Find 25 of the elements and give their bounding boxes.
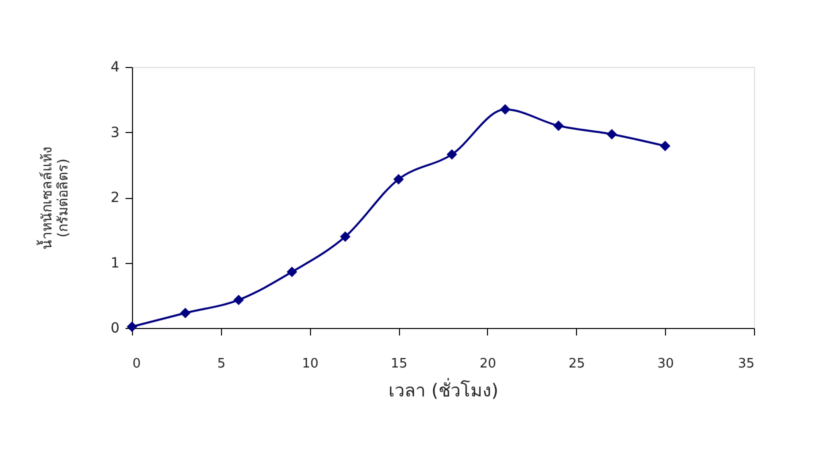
y-tick-label: 2	[110, 190, 120, 206]
x-tick-label: 15	[390, 356, 408, 372]
y-axis-title: น้ำหนักเซลล์แห้ง (กรัมต่อลิตร)	[36, 146, 72, 250]
y-tick-label: 1	[110, 255, 120, 272]
y-tick-label: 4	[110, 60, 120, 76]
point	[340, 231, 350, 242]
point	[446, 149, 458, 160]
y-tick-label: 0	[110, 320, 120, 336]
point	[286, 266, 298, 278]
point	[500, 104, 510, 115]
point	[393, 174, 404, 184]
x-tick-label: 5	[217, 356, 226, 372]
point	[553, 120, 564, 131]
x-tick-label: 25	[568, 356, 586, 372]
x-tick-label: 35	[738, 356, 754, 372]
x-tick-label: 20	[480, 356, 496, 372]
point	[660, 140, 670, 152]
point	[606, 128, 618, 140]
x-axis-title: เวลา (ชั่วโมง)	[388, 378, 498, 402]
point	[233, 294, 244, 306]
y-tick-label: 3	[110, 124, 120, 141]
x-tick-label: 10	[302, 356, 318, 372]
point	[180, 308, 191, 318]
x-tick-label: 0	[132, 356, 141, 372]
x-tick-label: 30	[657, 356, 674, 372]
